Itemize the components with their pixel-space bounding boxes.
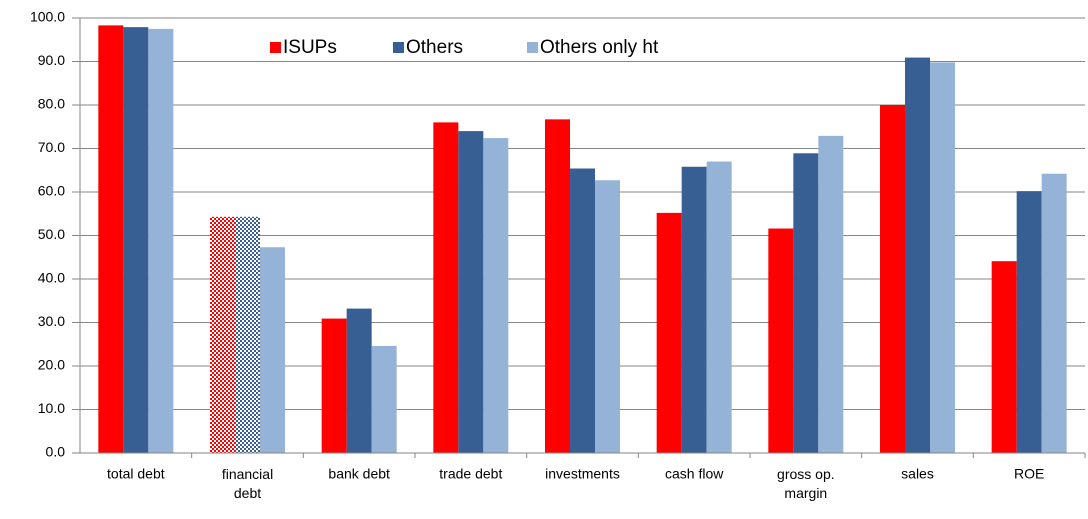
bar: [905, 57, 930, 454]
y-tick-label: 90.0: [38, 52, 65, 68]
y-tick-label: 100.0: [30, 9, 65, 25]
legend-swatch: [527, 42, 538, 53]
x-tick-label: ROE: [1014, 466, 1044, 482]
x-tick-label: investments: [545, 466, 620, 482]
legend-swatch: [270, 42, 281, 53]
bar: [793, 153, 819, 453]
bar: [98, 25, 124, 454]
x-tick-label: bank debt: [328, 466, 390, 482]
x-tick-label: total debt: [107, 466, 165, 482]
bar: [458, 131, 484, 453]
y-tick-label: 10.0: [38, 400, 65, 416]
x-tick-label: trade debt: [439, 466, 502, 482]
bar: [123, 27, 149, 453]
legend-label: Others: [406, 37, 463, 58]
y-tick-label: 60.0: [38, 183, 65, 199]
bar: [260, 247, 285, 453]
legend-swatch: [393, 42, 404, 53]
bar: [371, 345, 397, 453]
bar: [595, 180, 620, 453]
bar: [235, 216, 260, 453]
y-tick-label: 0.0: [46, 444, 66, 460]
y-tick-label: 20.0: [38, 357, 65, 373]
y-tick-label: 30.0: [38, 313, 65, 329]
bar: [570, 168, 595, 453]
bar: [706, 161, 732, 454]
y-tick-label: 40.0: [38, 270, 65, 286]
bar: [656, 212, 682, 453]
bar: [433, 122, 459, 454]
bar: [321, 318, 347, 453]
y-tick-label: 80.0: [38, 96, 65, 112]
legend-label: Others only ht: [540, 37, 659, 58]
bar: [1041, 173, 1067, 454]
y-tick-label: 70.0: [38, 139, 65, 155]
bar: [681, 166, 707, 453]
bar: [768, 228, 794, 453]
bar: [483, 138, 509, 453]
legend-label: ISUPs: [283, 37, 337, 58]
bar: [880, 105, 905, 453]
y-tick-label: 50.0: [38, 226, 65, 242]
x-tick-label: gross op. margin: [777, 466, 835, 501]
bar: [991, 261, 1017, 453]
bar: [148, 28, 174, 453]
bar: [545, 119, 570, 453]
bar: [346, 308, 372, 453]
bar: [1016, 191, 1042, 453]
x-tick-label: cash flow: [665, 466, 724, 482]
bar: [818, 135, 844, 453]
x-tick-label: financial debt: [222, 466, 273, 501]
bar: [930, 62, 955, 454]
legend: ISUPs Others Others only ht: [270, 37, 659, 58]
bar: [210, 216, 235, 453]
x-tick-label: sales: [901, 466, 934, 482]
